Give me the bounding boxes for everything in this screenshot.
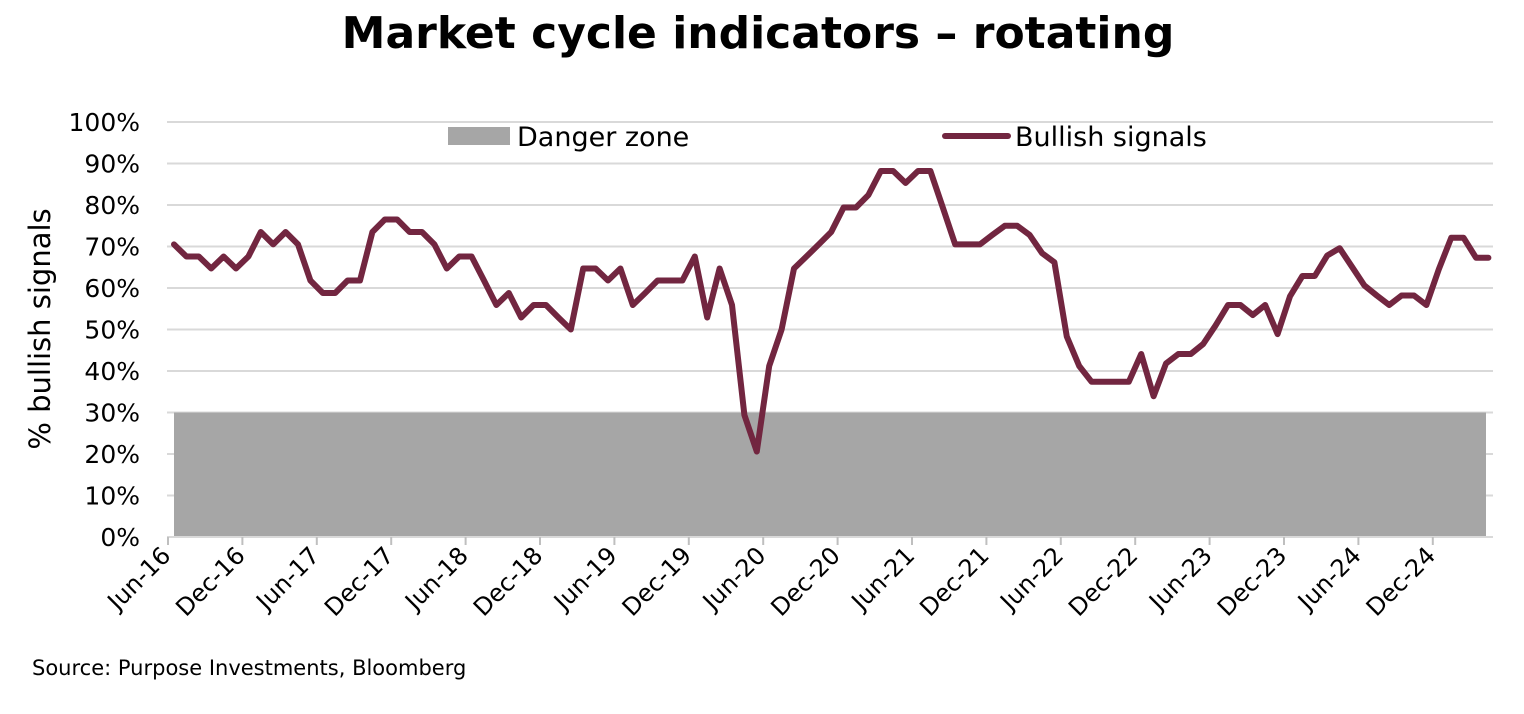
y-tick-label: 90%: [84, 150, 140, 179]
bullish-signals-line: [171, 168, 1492, 455]
legend-danger-zone-label: Danger zone: [517, 122, 689, 153]
x-tick-label: Jun-17: [250, 541, 325, 616]
x-tick-label: Dec-16: [170, 541, 250, 621]
y-tick-label: 80%: [84, 191, 140, 220]
x-tick-label: Dec-17: [319, 541, 399, 621]
y-tick-label: 30%: [84, 399, 140, 428]
legend-bullish-signals-label: Bullish signals: [1015, 122, 1207, 153]
y-tick-label: 70%: [84, 233, 140, 262]
x-tick-label: Dec-24: [1361, 541, 1441, 621]
y-tick-label: 20%: [84, 440, 140, 469]
x-tick-label: Jun-22: [994, 541, 1069, 616]
x-tick-label: Jun-18: [398, 541, 473, 616]
x-tick-label: Dec-22: [1063, 541, 1143, 621]
y-axis-ticks: 0% 10% 20% 30% 40% 50% 60% 70% 80% 90% 100%: [69, 108, 140, 552]
legend: Danger zone Bullish signals: [448, 122, 1207, 153]
danger-zone-band: [174, 412, 1486, 537]
x-tick-label: Dec-20: [765, 541, 845, 621]
x-tick-label: Dec-19: [617, 541, 697, 621]
x-tick-label: Jun-24: [1291, 541, 1366, 616]
source-note: Source: Purpose Investments, Bloomberg: [32, 656, 467, 680]
x-tick-label: Jun-21: [845, 541, 920, 616]
x-tick-label: Jun-20: [696, 541, 771, 616]
x-tick-label: Dec-21: [914, 541, 994, 621]
legend-danger-zone-swatch: [448, 127, 510, 145]
y-tick-label: 100%: [69, 108, 140, 137]
x-tick-label: Jun-16: [101, 541, 176, 616]
y-tick-label: 40%: [84, 357, 140, 386]
chart-title: Market cycle indicators – rotating: [341, 8, 1175, 59]
x-tick-label: Dec-23: [1212, 541, 1292, 621]
y-tick-label: 10%: [84, 482, 140, 511]
y-tick-label: 0%: [100, 523, 140, 552]
y-tick-label: 50%: [84, 316, 140, 345]
y-tick-label: 60%: [84, 274, 140, 303]
x-tick-label: Jun-23: [1142, 541, 1217, 616]
x-tick-label: Dec-18: [468, 541, 548, 621]
x-tick-label: Jun-19: [547, 541, 622, 616]
